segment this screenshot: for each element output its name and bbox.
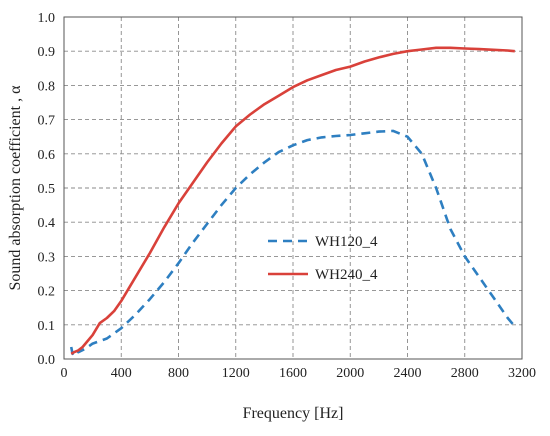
y-tick-label: 0.4 xyxy=(38,216,56,231)
plot-area-frame xyxy=(63,16,523,360)
y-tick-label: 1.0 xyxy=(38,11,56,26)
y-tick-label: 0.1 xyxy=(38,319,56,334)
x-tick-label: 2000 xyxy=(336,366,364,381)
x-tick-label: 400 xyxy=(111,366,132,381)
x-tick-label: 2800 xyxy=(451,366,479,381)
y-tick-label: 0.5 xyxy=(38,182,56,197)
y-tick-label: 0.0 xyxy=(38,353,56,368)
tick-labels: 0 400 800 1200 1600 2000 2400 2800 3200 0.0 0.1 0.2… xyxy=(38,11,537,381)
x-tick-label: 1200 xyxy=(222,366,250,381)
x-tick-label: 0 xyxy=(61,366,68,381)
y-tick-label: 0.9 xyxy=(38,45,56,60)
series-line-wh240-4 xyxy=(70,46,515,356)
x-axis-label: Frequency [Hz] xyxy=(243,405,344,422)
x-tick-label: 800 xyxy=(168,366,189,381)
y-tick-label: 0.8 xyxy=(38,79,56,94)
y-axis-label: Sound absorption coefficient , α xyxy=(7,85,24,291)
legend-label: WH240_4 xyxy=(315,267,378,283)
y-tick-label: 0.3 xyxy=(38,250,56,265)
grid xyxy=(64,17,522,359)
legend-label: WH120_4 xyxy=(315,234,378,250)
x-tick-label: 3200 xyxy=(508,366,536,381)
series-layer xyxy=(69,46,516,356)
y-tick-label: 0.7 xyxy=(38,114,56,129)
series-line-wh120-4 xyxy=(69,129,516,356)
x-tick-label: 1600 xyxy=(279,366,307,381)
y-tick-label: 0.2 xyxy=(38,285,56,300)
legend: WH120_4 WH240_4 xyxy=(268,234,378,283)
x-tick-label: 2400 xyxy=(394,366,422,381)
y-tick-label: 0.6 xyxy=(38,148,56,163)
